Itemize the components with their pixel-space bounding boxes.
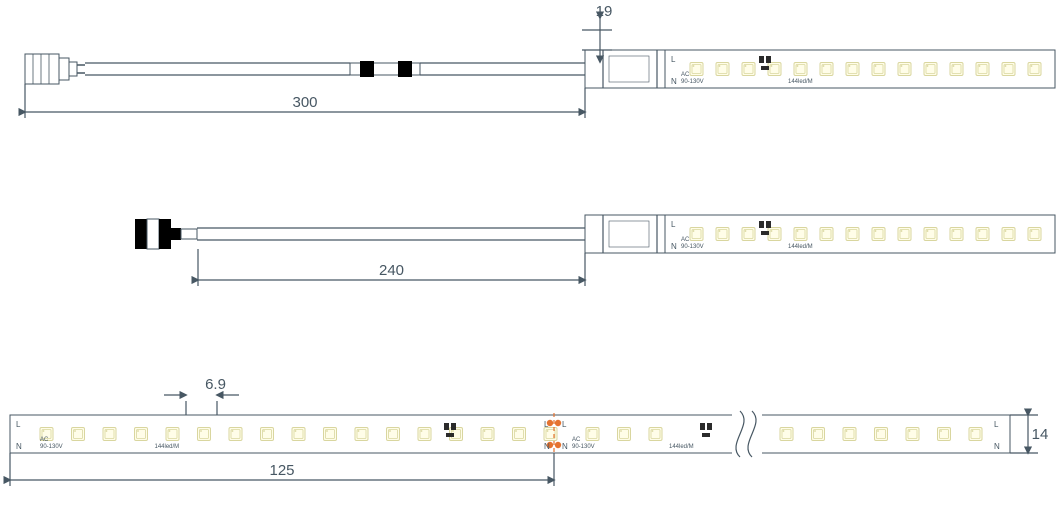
svg-text:144led/M: 144led/M — [669, 444, 694, 450]
svg-text:90-130V: 90-130V — [572, 444, 595, 450]
svg-text:240: 240 — [379, 262, 404, 279]
svg-text:144led/M: 144led/M — [788, 79, 813, 85]
svg-text:300: 300 — [292, 94, 317, 111]
svg-text:N: N — [671, 242, 677, 251]
svg-text:L: L — [562, 420, 567, 429]
diagram-svg: LNAC90-130V144led/M30019LNAC90-130V144le… — [0, 0, 1056, 524]
svg-text:N: N — [16, 442, 22, 451]
svg-text:L: L — [16, 420, 21, 429]
svg-text:L: L — [544, 420, 549, 429]
svg-text:L: L — [994, 420, 999, 429]
svg-text:90-130V: 90-130V — [681, 79, 704, 85]
svg-text:125: 125 — [269, 462, 294, 479]
svg-text:AC: AC — [572, 437, 581, 443]
svg-text:AC: AC — [681, 72, 690, 78]
svg-text:90-130V: 90-130V — [40, 444, 63, 450]
svg-text:N: N — [544, 442, 550, 451]
svg-text:N: N — [994, 442, 1000, 451]
svg-text:90-130V: 90-130V — [681, 244, 704, 250]
svg-text:N: N — [562, 442, 568, 451]
svg-text:144led/M: 144led/M — [155, 444, 180, 450]
svg-text:AC: AC — [681, 237, 690, 243]
svg-text:6.9: 6.9 — [205, 376, 226, 393]
svg-text:N: N — [671, 77, 677, 86]
svg-text:L: L — [671, 55, 676, 64]
svg-text:AC: AC — [40, 437, 49, 443]
svg-text:L: L — [671, 220, 676, 229]
svg-text:14: 14 — [1032, 426, 1049, 443]
svg-text:144led/M: 144led/M — [788, 244, 813, 250]
svg-text:19: 19 — [596, 3, 613, 20]
